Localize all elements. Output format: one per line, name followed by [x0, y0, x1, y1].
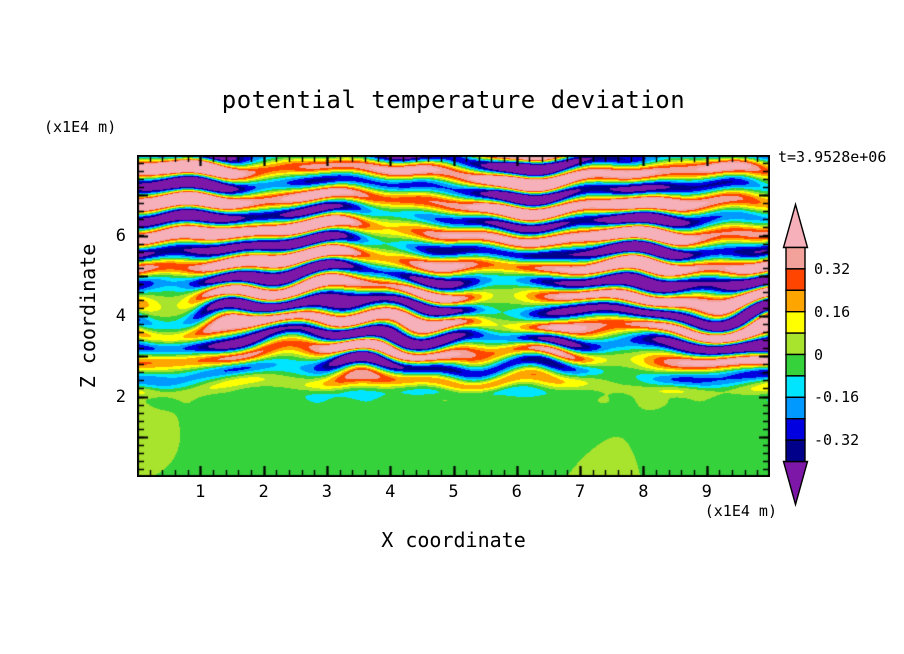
- x-tick-label: 7: [574, 482, 586, 502]
- colorbar-tick-label: -0.16: [814, 388, 860, 407]
- y-tick-label: 2: [115, 386, 126, 407]
- x-tick-label: 5: [448, 482, 459, 502]
- colorbar: [782, 201, 809, 508]
- colorbar-segment: [785, 396, 806, 420]
- colorbar-segment: [785, 439, 806, 463]
- colorbar-tick-label: 0.32: [814, 259, 851, 278]
- x-tick-label: 8: [638, 482, 649, 502]
- colorbar-tick-label: 0: [814, 345, 824, 364]
- x-tick-label: 3: [321, 482, 333, 502]
- x-axis-unit-label: (x1E4 m): [704, 502, 777, 520]
- colorbar-over-arrow: [782, 201, 809, 249]
- x-tick-label: 1: [195, 482, 206, 502]
- chart-title: potential temperature deviation: [221, 86, 686, 114]
- x-tick-label: 4: [385, 482, 396, 502]
- y-axis-unit-label: (x1E4 m): [44, 118, 117, 136]
- y-tick-label: 6: [115, 225, 126, 246]
- x-tick-label: 9: [701, 482, 712, 502]
- colorbar-segment: [785, 332, 806, 356]
- x-tick-label: 2: [258, 482, 269, 502]
- y-axis-title: Z coordinate: [76, 243, 100, 389]
- colorbar-under-arrow: [782, 460, 809, 508]
- colorbar-segment: [785, 353, 806, 377]
- contour-field-canvas: [137, 155, 770, 477]
- colorbar-segment: [785, 246, 806, 270]
- x-axis-title: X coordinate: [381, 528, 526, 552]
- x-tick-label: 6: [511, 482, 522, 502]
- colorbar-segment: [785, 417, 806, 441]
- colorbar-segment: [785, 310, 806, 334]
- colorbar-segment: [785, 375, 806, 398]
- time-annotation: t=3.9528e+06: [778, 148, 887, 166]
- colorbar-tick-label: 0.16: [814, 302, 851, 321]
- colorbar-segment: [785, 268, 806, 292]
- colorbar-tick-label: -0.32: [814, 431, 860, 450]
- colorbar-segment: [785, 289, 806, 313]
- y-tick-label: 4: [115, 306, 126, 326]
